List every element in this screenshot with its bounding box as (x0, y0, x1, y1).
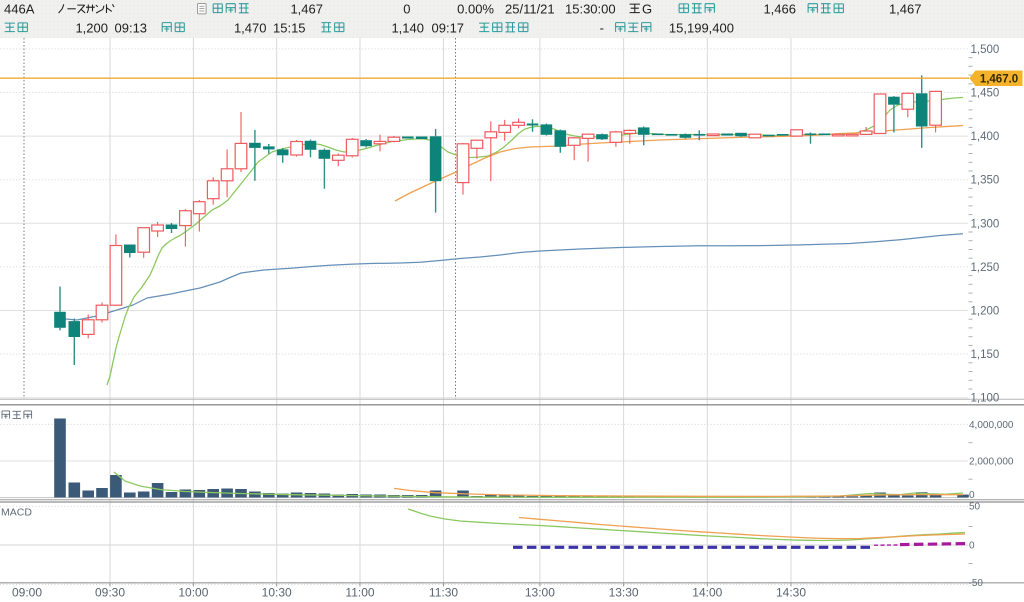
svg-text:2,000,000: 2,000,000 (969, 457, 1014, 468)
svg-text:1,140: 1,140 (391, 21, 424, 36)
svg-text:1,467.0: 1,467.0 (980, 74, 1018, 86)
svg-text:11:30: 11:30 (429, 586, 458, 600)
svg-text:1,467: 1,467 (889, 2, 922, 17)
svg-text:1,100: 1,100 (971, 393, 1000, 405)
svg-text:MACD: MACD (1, 507, 32, 519)
svg-text:15:30:00: 15:30:00 (565, 2, 616, 17)
svg-text:10:30: 10:30 (262, 586, 292, 600)
svg-text:50: 50 (969, 502, 981, 513)
svg-text:-: - (600, 21, 604, 36)
svg-text:15,199,400: 15,199,400 (669, 21, 734, 36)
svg-text:0: 0 (969, 490, 975, 501)
svg-text:4,000,000: 4,000,000 (969, 420, 1014, 431)
svg-text:0: 0 (969, 541, 975, 552)
svg-text:09:13: 09:13 (115, 21, 148, 36)
svg-text:1,500: 1,500 (971, 44, 1000, 56)
svg-text:1,250: 1,250 (971, 262, 1000, 274)
svg-text:-50: -50 (969, 578, 984, 589)
svg-text:14:00: 14:00 (692, 586, 722, 600)
svg-text:13:30: 13:30 (609, 586, 639, 600)
svg-text:09:30: 09:30 (95, 586, 125, 600)
svg-text:11:00: 11:00 (345, 586, 374, 600)
svg-text:1,350: 1,350 (971, 175, 1000, 187)
svg-text:1,200: 1,200 (971, 306, 1000, 318)
svg-text:1,400: 1,400 (971, 131, 1000, 143)
svg-text:1,466: 1,466 (763, 2, 796, 17)
svg-text:15:15: 15:15 (273, 21, 306, 36)
svg-text:1,200: 1,200 (75, 21, 108, 36)
svg-text:0: 0 (403, 2, 410, 17)
svg-text:13:00: 13:00 (525, 586, 555, 600)
svg-text:446A: 446A (4, 2, 35, 17)
svg-text:14:30: 14:30 (776, 586, 806, 600)
svg-text:1,467: 1,467 (290, 2, 323, 17)
svg-text:1,450: 1,450 (971, 88, 1000, 100)
svg-text:1,300: 1,300 (971, 218, 1000, 230)
svg-text:10:00: 10:00 (178, 586, 208, 600)
svg-text:G: G (642, 2, 652, 17)
svg-text:09:00: 09:00 (12, 586, 42, 600)
svg-text:09:17: 09:17 (432, 21, 465, 36)
svg-text:1,470: 1,470 (234, 21, 267, 36)
svg-text:1,150: 1,150 (971, 349, 1000, 361)
svg-text:25/11/21: 25/11/21 (505, 2, 555, 17)
svg-text:0.00%: 0.00% (457, 2, 494, 17)
